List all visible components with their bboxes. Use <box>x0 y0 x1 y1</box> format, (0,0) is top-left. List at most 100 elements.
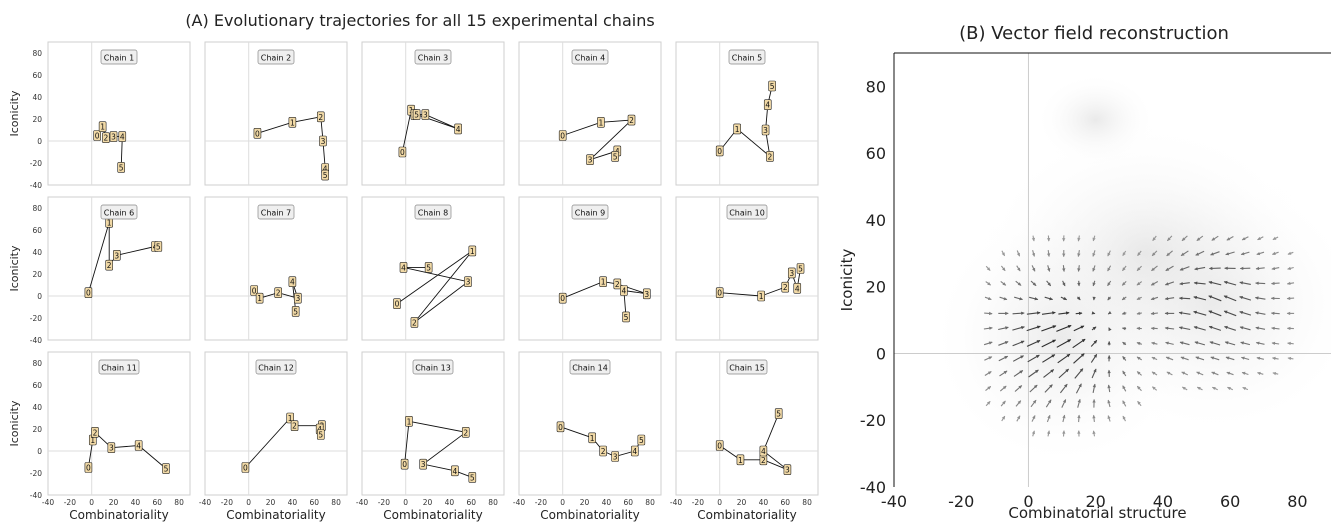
generation-marker <box>400 458 409 470</box>
vector-arrow-head <box>1272 236 1277 240</box>
vector-arrow-head <box>1062 414 1066 419</box>
y-tick-label: -40 <box>30 491 42 500</box>
generation-label: 4 <box>621 287 626 296</box>
x-tick-label: -40 <box>42 498 54 507</box>
generation-label: 3 <box>466 278 471 287</box>
vector-arrow-head <box>1122 341 1126 346</box>
plot-frame <box>361 351 505 496</box>
generation-label: 4 <box>452 467 457 476</box>
vector-arrow-head <box>1063 296 1068 300</box>
vector-arrow-head <box>1092 237 1096 242</box>
plot-frame <box>47 41 191 186</box>
x-tick-label: 40 <box>131 498 141 507</box>
x-tick-label: 40 <box>288 498 298 507</box>
generation-label: 2 <box>93 428 98 437</box>
y-tick-label: 40 <box>32 248 42 257</box>
generation-marker <box>398 146 407 158</box>
vector-arrow-head <box>1136 371 1141 375</box>
vector-arrow-head <box>1271 341 1276 345</box>
generation-marker <box>405 415 413 427</box>
x-tick-label: -40 <box>199 498 211 507</box>
vector-arrow-head <box>1122 252 1126 257</box>
chain-label-box <box>100 49 138 65</box>
vector-arrow-head <box>987 386 992 390</box>
vector-arrow-head <box>1150 282 1155 286</box>
generation-label: 2 <box>601 447 606 456</box>
vector-arrow-head <box>1035 369 1039 374</box>
x-tick-label: 80 <box>802 498 812 507</box>
y-tick-label: -40 <box>860 478 886 497</box>
vector-arrow-head <box>1195 356 1200 360</box>
generation-label: 3 <box>763 126 768 135</box>
vector-arrow-head <box>1122 385 1126 390</box>
x-tick-label: -20 <box>692 498 704 507</box>
vector-arrow-head <box>1121 296 1126 301</box>
generation-marker <box>98 121 107 132</box>
vector-arrow-head <box>1017 415 1021 420</box>
vector-arrow-head <box>1020 355 1024 359</box>
generation-marker <box>781 281 790 293</box>
vector-arrow-head <box>1137 400 1141 405</box>
generation-marker <box>597 117 605 128</box>
chain-label-box <box>728 49 766 65</box>
panel-a-title: (A) Evolutionary trajectories for all 15… <box>185 11 654 30</box>
vector-arrow-head <box>1065 311 1070 315</box>
y-axis-label: Iconicity <box>8 245 21 291</box>
generation-label: 4 <box>290 278 295 287</box>
vector-arrow-head <box>1164 311 1169 315</box>
vector-arrow-head <box>1107 369 1111 374</box>
y-axis-label: Iconicity <box>838 249 856 312</box>
vector-arrow-head <box>1242 387 1247 391</box>
vector-arrow-head <box>1002 282 1007 286</box>
vector-arrow-head <box>1178 296 1183 300</box>
x-tick-label: 0 <box>403 498 408 507</box>
plot-frame <box>361 196 505 341</box>
vector-arrow-head <box>1077 282 1081 287</box>
generation-marker <box>793 282 802 294</box>
vector-arrow-head <box>1107 384 1111 389</box>
vector-arrow-head <box>1239 326 1244 330</box>
vector-arrow-head <box>1107 252 1111 257</box>
chain-label-box <box>414 204 452 220</box>
generation-marker <box>250 285 258 296</box>
vector-arrow-head <box>1093 340 1098 344</box>
plot-frame <box>361 41 505 186</box>
vector-arrow-head <box>1081 338 1086 343</box>
generation-label: 5 <box>293 307 298 316</box>
vector-arrow-head <box>1181 237 1186 241</box>
generation-label: 5 <box>426 263 431 272</box>
vector-arrow-head <box>1196 237 1201 241</box>
x-tick-label: 80 <box>331 498 341 507</box>
generation-marker <box>783 464 792 476</box>
x-axis-label: Combinatoriality <box>383 508 482 522</box>
vector-arrow-head <box>1005 311 1009 316</box>
vector-arrow-head <box>1093 353 1097 358</box>
x-tick-label: 20 <box>580 498 590 507</box>
generation-marker <box>774 408 783 419</box>
vector-arrow-head <box>1151 267 1155 271</box>
generation-marker <box>419 458 427 470</box>
generation-label: 2 <box>107 261 112 270</box>
vector-arrow-head <box>1020 340 1025 344</box>
x-tick-label: 40 <box>1153 492 1173 511</box>
vector-arrow-head <box>1208 310 1213 314</box>
vector-arrow-head <box>1002 400 1006 405</box>
vector-arrow-head <box>1080 325 1085 329</box>
chain-label: Chain 7 <box>261 209 291 218</box>
chain-label: Chain 13 <box>415 364 451 373</box>
vector-arrow-head <box>1225 356 1230 360</box>
vector-arrow-head <box>1151 371 1156 375</box>
x-tick-label: 40 <box>445 498 455 507</box>
generation-marker <box>412 109 421 120</box>
vector-arrow-head <box>1093 368 1097 373</box>
chain-label: Chain 5 <box>732 54 762 63</box>
y-tick-label: 20 <box>32 270 42 279</box>
x-tick-label: 60 <box>152 498 162 507</box>
vector-arrow-head <box>1092 253 1096 257</box>
generation-marker <box>757 290 766 302</box>
generation-marker <box>468 245 477 257</box>
generation-marker <box>733 123 741 135</box>
y-tick-label: 80 <box>866 77 886 96</box>
y-tick-label: 40 <box>32 93 42 102</box>
